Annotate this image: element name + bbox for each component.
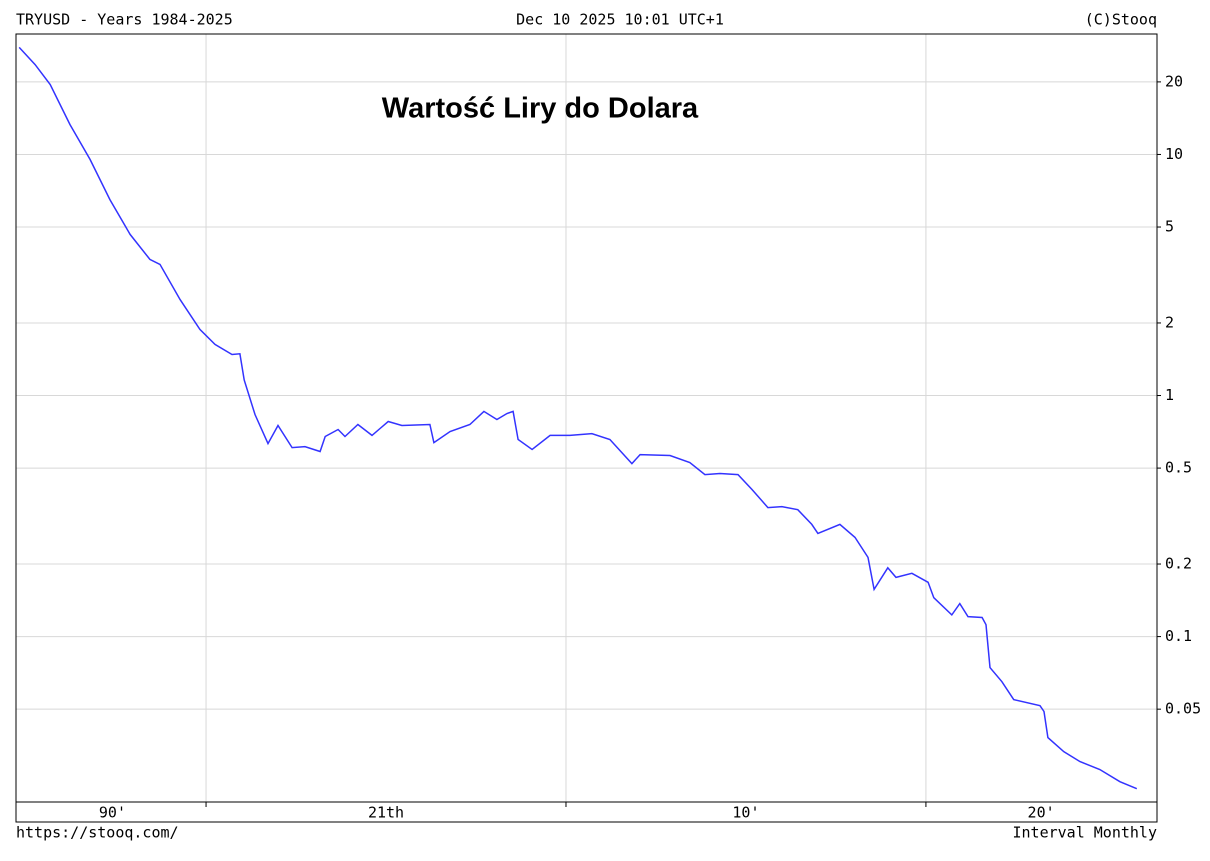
y-tick-label: 5 [1165, 218, 1174, 236]
y-tick-label: 2 [1165, 313, 1174, 331]
x-tick-label: 10' [732, 804, 759, 822]
y-tick-label: 0.1 [1165, 627, 1192, 645]
x-tick-label: 21th [368, 804, 404, 822]
y-tick-label: 0.2 [1165, 555, 1192, 573]
header-date: Dec 10 2025 10:01 UTC+1 [516, 11, 724, 29]
y-tick-label: 10 [1165, 145, 1183, 163]
y-tick-label: 20 [1165, 72, 1183, 90]
grid [16, 34, 1157, 802]
header-copyright: (C)Stooq [1085, 11, 1157, 29]
plot [18, 46, 1138, 790]
x-tick-label: 90' [99, 804, 126, 822]
x-tick-label: 20' [1028, 804, 1055, 822]
footer-interval: Interval Monthly [1013, 824, 1158, 842]
y-tick-label: 1 [1165, 386, 1174, 404]
y-tick-label: 0.5 [1165, 459, 1192, 477]
x-axis-band [15, 801, 1158, 823]
header-symbol: TRYUSD - Years 1984-2025 [16, 11, 233, 29]
price-line [18, 46, 1138, 790]
chart-title: Wartość Liry do Dolara [382, 93, 699, 125]
y-tick-label: 0.05 [1165, 700, 1201, 718]
footer-url: https://stooq.com/ [16, 824, 179, 842]
